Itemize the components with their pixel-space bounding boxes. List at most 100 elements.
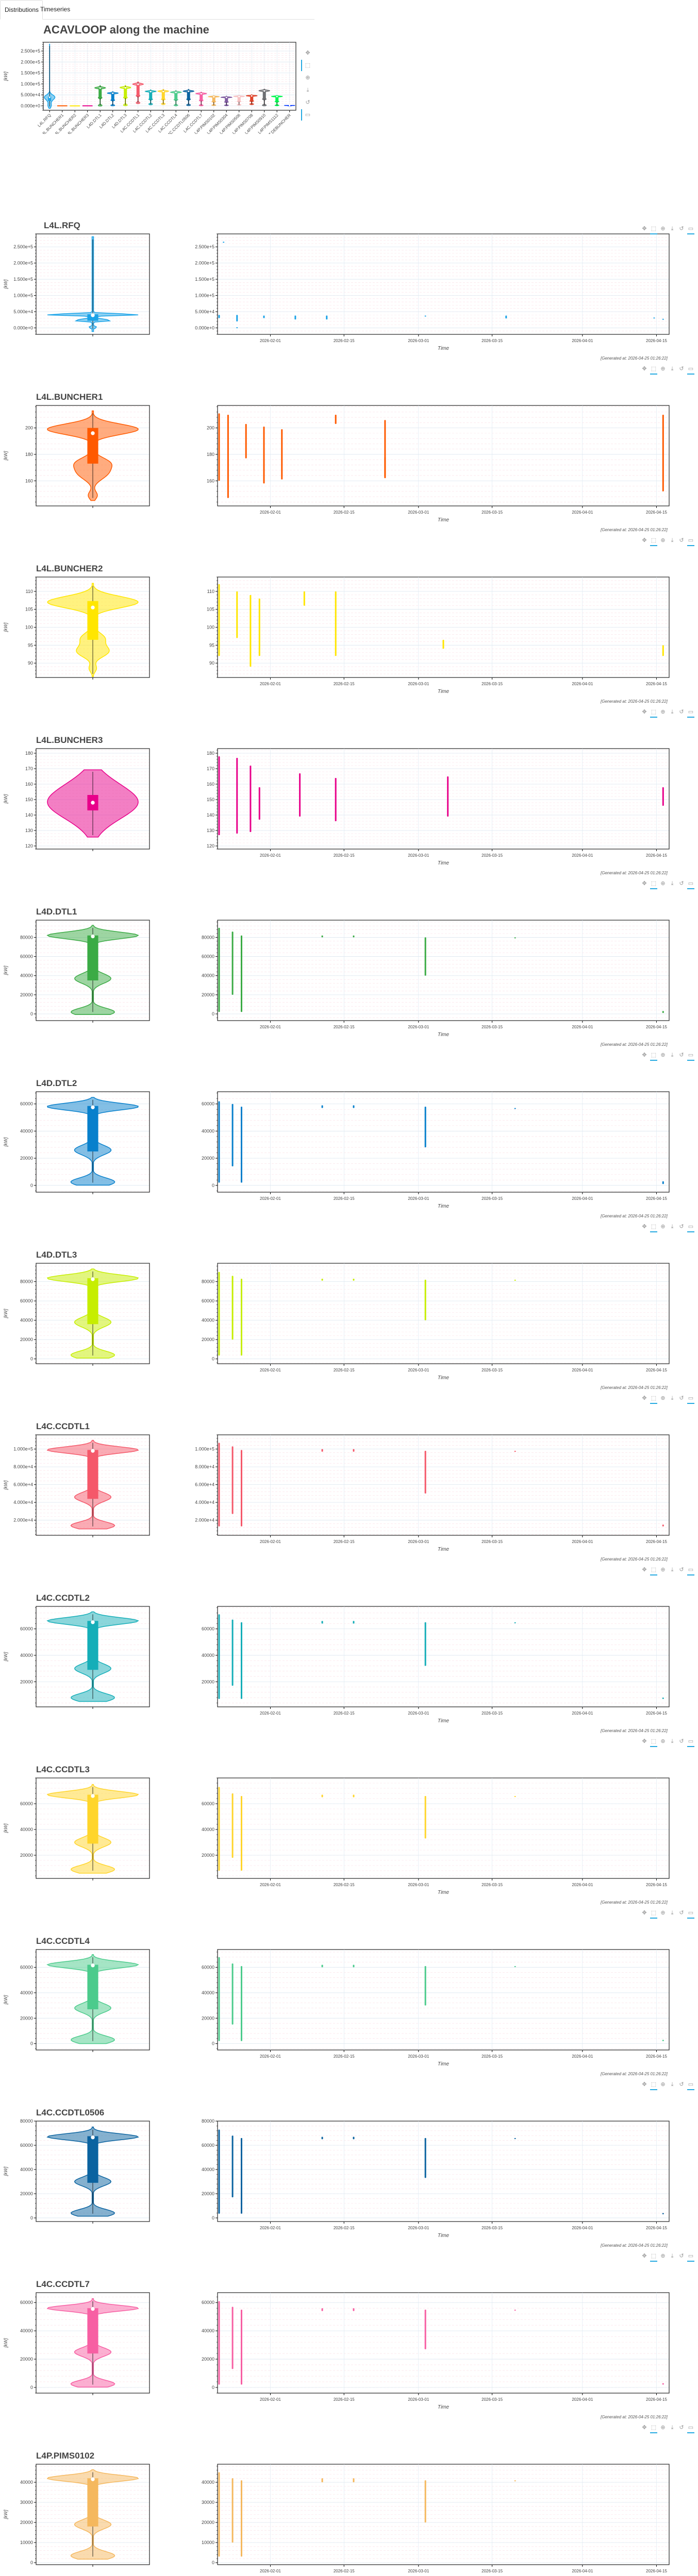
- save-icon[interactable]: ⤓: [671, 1567, 674, 1573]
- reset-icon[interactable]: ↺: [679, 1567, 684, 1573]
- pan-icon[interactable]: ✥: [642, 366, 647, 372]
- hover-icon[interactable]: ▭: [687, 366, 694, 375]
- reset-icon[interactable]: ↺: [679, 709, 684, 715]
- reset-icon[interactable]: ↺: [679, 1910, 684, 1916]
- reset-icon[interactable]: ↺: [679, 1052, 684, 1058]
- hover-icon[interactable]: ▭: [687, 2081, 694, 2090]
- wheel-zoom-icon[interactable]: ⊕: [660, 2253, 666, 2259]
- section-charts[interactable]: 160 180 200 [kW] 160 180 200 2026-02-01 2026-02-…: [0, 403, 698, 527]
- hover-icon[interactable]: ▭: [687, 880, 694, 889]
- save-icon[interactable]: ⤓: [671, 1052, 674, 1058]
- reset-icon[interactable]: ↺: [679, 2081, 684, 2088]
- pan-icon[interactable]: ✥: [642, 537, 647, 544]
- save-icon[interactable]: ⤓: [671, 880, 674, 887]
- section-charts[interactable]: 120 130 140 150 160 170 180 [kW] 120 130 140 150 160…: [0, 747, 698, 870]
- box-zoom-icon[interactable]: ⬚: [650, 1910, 657, 1919]
- reset-icon[interactable]: ↺: [679, 226, 684, 232]
- section-charts[interactable]: 20000 40000 60000 [kW] 20000 40000 60000 2026-0…: [0, 1604, 698, 1728]
- save-icon[interactable]: ⤓: [671, 1224, 674, 1230]
- reset-icon[interactable]: ↺: [679, 366, 684, 372]
- hover-icon[interactable]: ▭: [687, 2253, 694, 2262]
- pan-icon[interactable]: ✥: [642, 880, 647, 887]
- hover-icon[interactable]: ▭: [687, 1395, 694, 1404]
- save-icon[interactable]: ⤓: [671, 1738, 674, 1744]
- pan-icon[interactable]: ✥: [642, 1224, 647, 1230]
- wheel-zoom-icon[interactable]: ⊕: [660, 1395, 666, 1401]
- save-icon[interactable]: ⤓: [671, 709, 674, 715]
- section-charts[interactable]: 0 10000 20000 30000 40000 [kW] 0 10000 20000 3000…: [0, 2462, 698, 2576]
- save-icon[interactable]: ⤓: [671, 1395, 674, 1401]
- wheel-zoom-icon[interactable]: ⊕: [660, 709, 666, 715]
- save-icon[interactable]: ⤓: [671, 2081, 674, 2088]
- section-charts[interactable]: 90 95 100 105 110 [kW] 90 95 100 105 110 2026-02-01…: [0, 575, 698, 699]
- box-zoom-icon[interactable]: ⬚: [650, 1567, 657, 1575]
- hover-icon[interactable]: ▭: [687, 1224, 694, 1232]
- pan-icon[interactable]: ✥: [642, 2425, 647, 2431]
- wheel-zoom-icon[interactable]: ⊕: [660, 1910, 666, 1916]
- hover-icon[interactable]: ▭: [301, 109, 311, 121]
- hover-icon[interactable]: ▭: [687, 1052, 694, 1061]
- pan-icon[interactable]: ✥: [642, 226, 647, 232]
- hover-icon[interactable]: ▭: [687, 2425, 694, 2433]
- box-zoom-icon[interactable]: ⬚: [650, 1052, 657, 1061]
- save-icon[interactable]: ⤓: [671, 2253, 674, 2259]
- box-zoom-icon[interactable]: ⬚: [650, 366, 657, 375]
- section-charts[interactable]: 0 20000 40000 60000 80000 [kW] 0 20000 40000 6000…: [0, 1261, 698, 1385]
- box-zoom-icon[interactable]: ⬚: [650, 2425, 657, 2433]
- section-charts[interactable]: 0 20000 40000 60000 [kW] 0 20000 40000 60000 2026…: [0, 1947, 698, 2071]
- hover-icon[interactable]: ▭: [687, 1567, 694, 1575]
- pan-icon[interactable]: ✥: [642, 709, 647, 715]
- wheel-zoom-icon[interactable]: ⊕: [660, 880, 666, 887]
- reset-icon[interactable]: ↺: [679, 2425, 684, 2431]
- save-icon[interactable]: ⤓: [306, 87, 309, 93]
- save-icon[interactable]: ⤓: [671, 537, 674, 544]
- tab-timeseries[interactable]: Timeseries: [40, 6, 71, 13]
- hover-icon[interactable]: ▭: [687, 1738, 694, 1747]
- hover-icon[interactable]: ▭: [687, 537, 694, 546]
- pan-icon[interactable]: ✥: [642, 1738, 647, 1744]
- save-icon[interactable]: ⤓: [671, 2425, 674, 2431]
- section-charts[interactable]: 0 20000 40000 60000 [kW] 0 20000 40000 60000 2026…: [0, 2291, 698, 2414]
- reset-icon[interactable]: ↺: [679, 537, 684, 544]
- box-zoom-icon[interactable]: ⬚: [650, 2081, 657, 2090]
- section-charts[interactable]: 20000 40000 60000 [kW] 20000 40000 60000 2026-0…: [0, 1776, 698, 1900]
- overview-violin-chart[interactable]: 0.000e+0 5.000e+4 1.000e+5 1.500e+5 2.000e+5…: [0, 41, 302, 134]
- hover-icon[interactable]: ▭: [687, 226, 694, 234]
- tab-distributions[interactable]: Distributions: [0, 0, 43, 20]
- wheel-zoom-icon[interactable]: ⊕: [660, 226, 666, 232]
- box-zoom-icon[interactable]: ⬚: [650, 2253, 657, 2262]
- wheel-zoom-icon[interactable]: ⊕: [660, 1052, 666, 1058]
- save-icon[interactable]: ⤓: [671, 366, 674, 372]
- box-zoom-icon[interactable]: ⬚: [650, 709, 657, 718]
- reset-icon[interactable]: ↺: [679, 1395, 684, 1401]
- wheel-zoom-icon[interactable]: ⊕: [660, 366, 666, 372]
- box-zoom-icon[interactable]: ⬚: [650, 1395, 657, 1404]
- wheel-zoom-icon[interactable]: ⊕: [660, 1567, 666, 1573]
- box-zoom-icon[interactable]: ⬚: [650, 537, 657, 546]
- wheel-zoom-icon[interactable]: ⊕: [305, 75, 310, 81]
- section-charts[interactable]: 0.000e+0 5.000e+4 1.000e+5 1.500e+5 2.000e+5…: [0, 232, 698, 355]
- pan-icon[interactable]: ✥: [305, 50, 310, 56]
- wheel-zoom-icon[interactable]: ⊕: [660, 2425, 666, 2431]
- box-zoom-icon[interactable]: ⬚: [650, 1738, 657, 1747]
- reset-icon[interactable]: ↺: [679, 1224, 684, 1230]
- wheel-zoom-icon[interactable]: ⊕: [660, 1738, 666, 1744]
- pan-icon[interactable]: ✥: [642, 2081, 647, 2088]
- reset-icon[interactable]: ↺: [679, 2253, 684, 2259]
- save-icon[interactable]: ⤓: [671, 1910, 674, 1916]
- reset-icon[interactable]: ↺: [679, 1738, 684, 1744]
- reset-icon[interactable]: ↺: [679, 880, 684, 887]
- pan-icon[interactable]: ✥: [642, 2253, 647, 2259]
- save-icon[interactable]: ⤓: [671, 226, 674, 232]
- pan-icon[interactable]: ✥: [642, 1052, 647, 1058]
- section-charts[interactable]: 0 20000 40000 60000 [kW] 0 20000 40000 60000 2026…: [0, 1090, 698, 1213]
- pan-icon[interactable]: ✥: [642, 1395, 647, 1401]
- pan-icon[interactable]: ✥: [642, 1567, 647, 1573]
- hover-icon[interactable]: ▭: [687, 709, 694, 718]
- section-charts[interactable]: 2.000e+4 4.000e+4 6.000e+4 8.000e+4 1.000e+5…: [0, 1433, 698, 1556]
- hover-icon[interactable]: ▭: [687, 1910, 694, 1919]
- wheel-zoom-icon[interactable]: ⊕: [660, 2081, 666, 2088]
- pan-icon[interactable]: ✥: [642, 1910, 647, 1916]
- wheel-zoom-icon[interactable]: ⊕: [660, 1224, 666, 1230]
- wheel-zoom-icon[interactable]: ⊕: [660, 537, 666, 544]
